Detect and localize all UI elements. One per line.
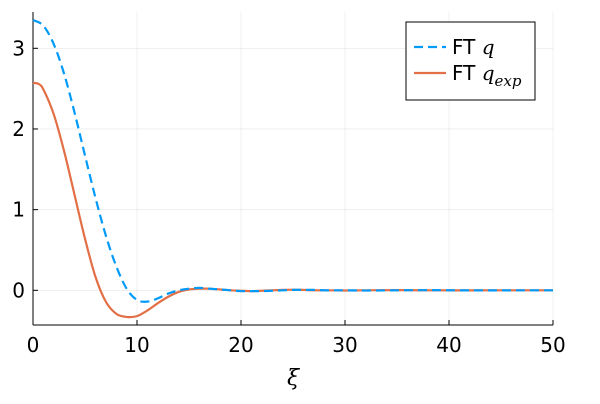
x-tick-label: 10: [124, 333, 149, 357]
tick-labels: 0 10 20 30 40 50 0 1 2 3: [12, 36, 565, 357]
series-line-ft-q-exp: [32, 81, 553, 319]
series-line-ft-q: [32, 19, 554, 303]
y-tick-label: 3: [12, 36, 25, 60]
x-tick-label: 0: [27, 333, 40, 357]
legend-label-prefix: FT: [452, 61, 482, 85]
series-group: [32, 19, 554, 319]
legend: FT qFT qexp: [405, 21, 536, 101]
legend-label-prefix: FT: [452, 35, 482, 59]
x-tick-label: 40: [436, 333, 461, 357]
y-tick-label: 0: [12, 278, 25, 302]
legend-label: FT q: [452, 35, 495, 59]
axes: [32, 12, 554, 326]
legend-box: [405, 21, 536, 101]
legend-label: FT qexp: [452, 61, 522, 90]
legend-label-math: q: [482, 35, 495, 59]
x-axis-label: ξ: [287, 366, 301, 391]
legend-label-math: q: [482, 61, 495, 85]
legend-label-subscript: exp: [495, 72, 522, 90]
y-tick-label: 2: [12, 117, 25, 141]
x-tick-label: 50: [540, 333, 565, 357]
y-tick-label: 1: [12, 198, 25, 222]
x-tick-label: 20: [228, 333, 253, 357]
x-tick-label: 30: [332, 333, 357, 357]
